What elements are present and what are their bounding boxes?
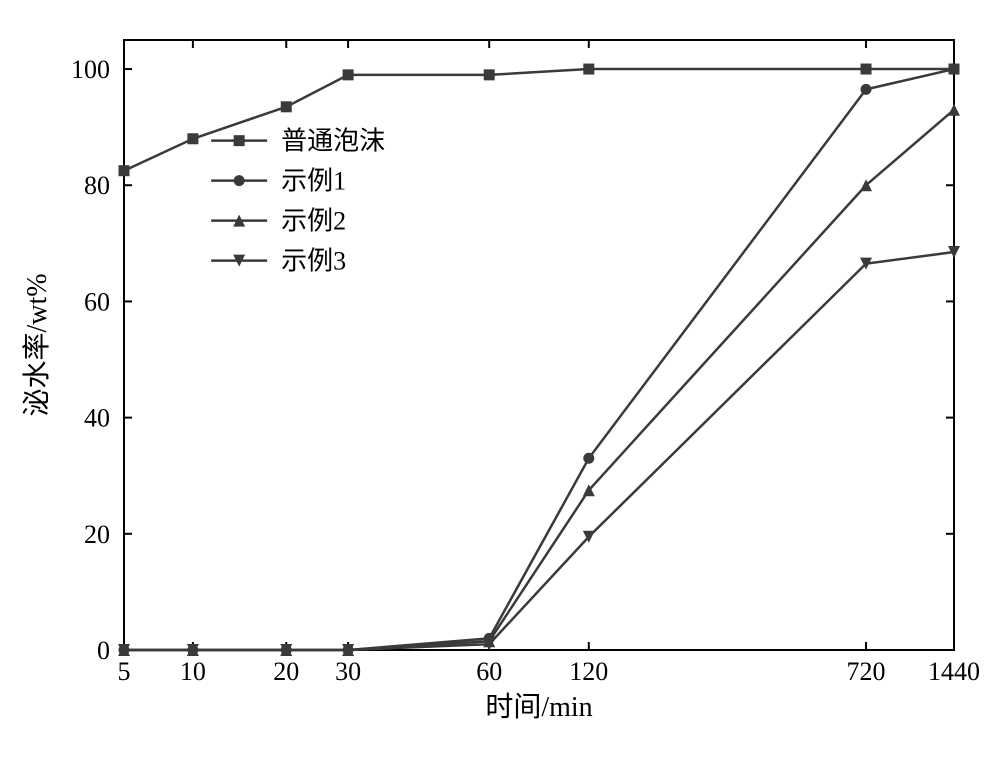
legend-label: 示例3 (281, 247, 346, 276)
chart-svg: 5 10 20 30 60 120 720 1440 0 20 40 60 80 100 时间/min 泌水率… (0, 0, 1000, 757)
y-tick-label: 40 (84, 404, 110, 433)
chart-container: 5 10 20 30 60 120 720 1440 0 20 40 60 80 100 时间/min 泌水率… (0, 0, 1000, 757)
series-line-example2 (124, 110, 954, 650)
series-line-example1 (124, 69, 954, 650)
series-ordinary_foam (119, 64, 960, 177)
y-tick-label: 20 (84, 520, 110, 549)
x-axis-title: 时间/min (485, 691, 592, 723)
x-tick-label: 10 (180, 657, 206, 686)
x-tick-label: 60 (476, 657, 502, 686)
series-example2 (118, 104, 960, 656)
y-axis-title: 泌水率/wt% (21, 273, 53, 416)
x-tick-label: 20 (273, 657, 299, 686)
series-line-example3 (124, 252, 954, 650)
y-tick-label: 0 (97, 636, 110, 665)
y-tick-label: 60 (84, 287, 110, 316)
legend: 普通泡沫示例1 示例2 示例3 (211, 127, 385, 276)
series-line-ordinary_foam (124, 69, 954, 171)
x-tick-label: 1440 (928, 657, 980, 686)
x-tick-label: 30 (335, 657, 361, 686)
legend-label: 示例2 (281, 207, 346, 236)
y-tick-label: 80 (84, 171, 110, 200)
legend-label: 普通泡沫 (281, 127, 385, 156)
series-example3 (118, 246, 960, 656)
plot-box (124, 40, 954, 650)
x-tick-label: 120 (569, 657, 608, 686)
y-tick-label: 100 (71, 55, 110, 84)
x-tick-label: 5 (118, 657, 131, 686)
legend-label: 示例1 (281, 167, 346, 196)
x-tick-label: 720 (847, 657, 886, 686)
